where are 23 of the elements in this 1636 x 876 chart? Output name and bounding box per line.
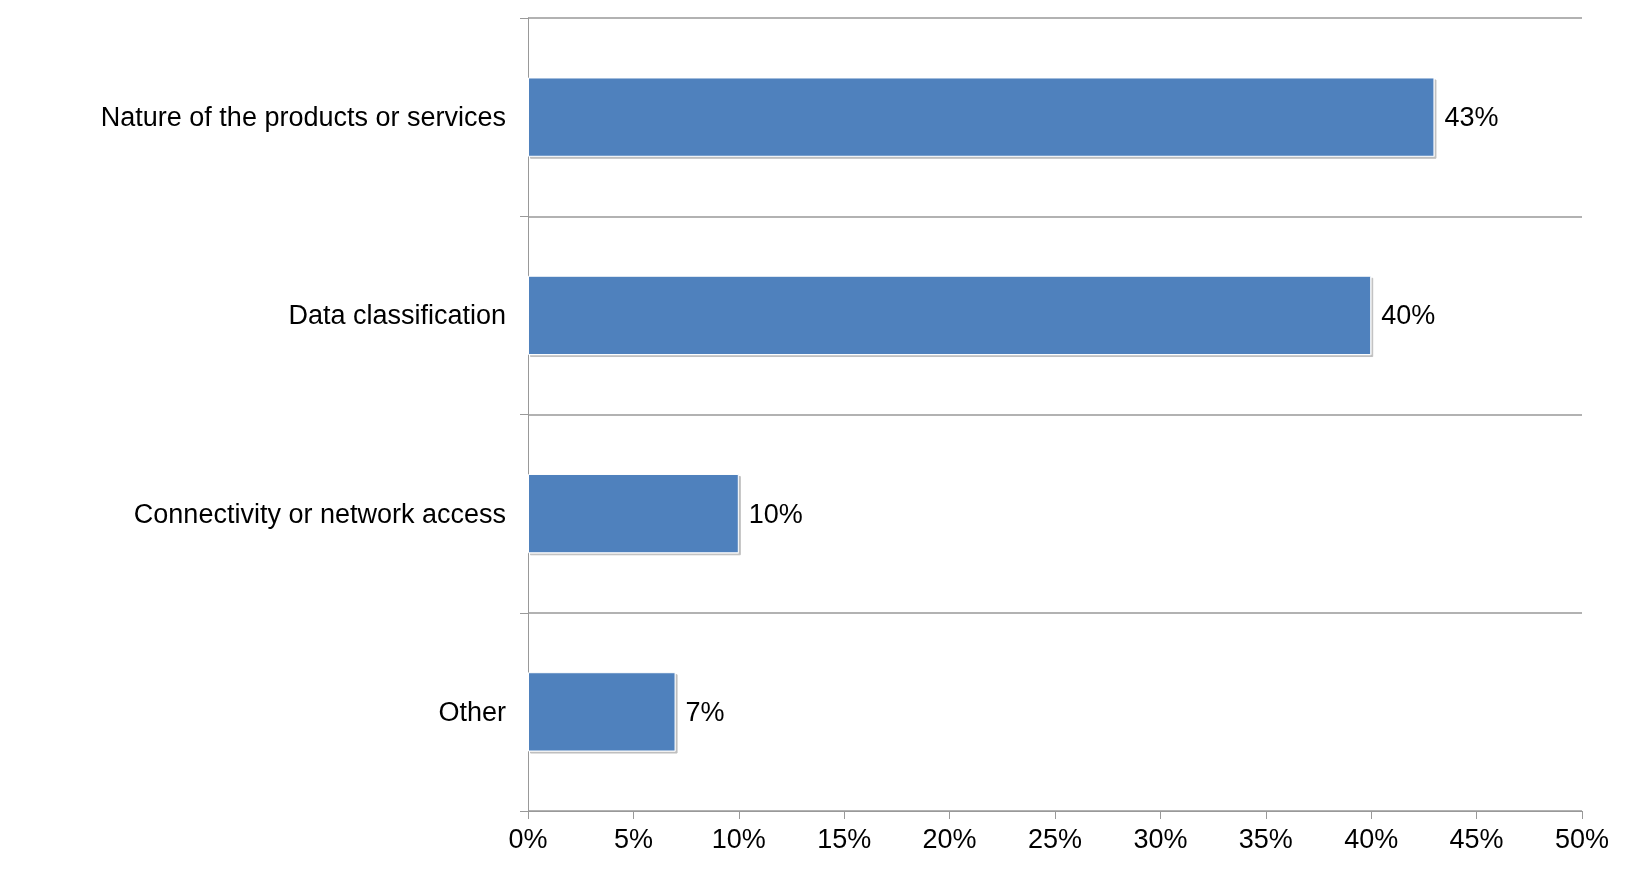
- x-tick-label: 20%: [922, 823, 977, 854]
- data-label: 10%: [748, 498, 803, 529]
- x-tick-label: 45%: [1449, 823, 1504, 854]
- bar: [528, 275, 1372, 356]
- x-tick-label: 35%: [1238, 823, 1293, 854]
- bar: [528, 473, 739, 554]
- y-tick-label: Nature of the products or services: [100, 102, 506, 133]
- y-tick-label: Data classification: [288, 300, 506, 331]
- x-tick-label: 10%: [711, 823, 766, 854]
- bar: [528, 77, 1435, 157]
- x-tick-label: 50%: [1554, 823, 1610, 854]
- x-tick-label: 5%: [613, 823, 653, 854]
- data-label: 43%: [1444, 102, 1499, 133]
- x-tick-label: 25%: [1027, 823, 1083, 854]
- x-tick-label: 0%: [508, 823, 548, 854]
- x-tick-label: 15%: [817, 823, 872, 854]
- x-tick-label: 40%: [1344, 823, 1399, 854]
- y-tick-label: Connectivity or network access: [133, 498, 506, 529]
- x-tick-label: 30%: [1133, 823, 1188, 854]
- data-label: 7%: [685, 696, 725, 727]
- y-tick-label: Other: [438, 696, 506, 727]
- bar: [528, 672, 676, 752]
- data-label: 40%: [1381, 300, 1436, 331]
